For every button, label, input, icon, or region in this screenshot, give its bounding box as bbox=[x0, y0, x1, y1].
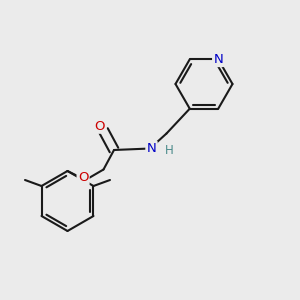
Text: O: O bbox=[78, 171, 88, 184]
Text: N: N bbox=[213, 53, 223, 66]
Text: O: O bbox=[95, 119, 105, 133]
Text: N: N bbox=[147, 142, 156, 155]
Text: H: H bbox=[165, 143, 174, 157]
